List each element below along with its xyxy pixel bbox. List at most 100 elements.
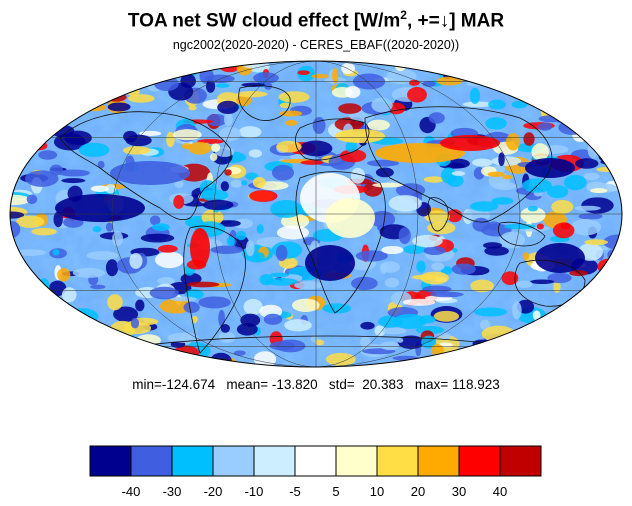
anomaly-patch	[235, 230, 247, 241]
coastlines	[59, 85, 586, 354]
anomaly-patch	[423, 176, 445, 183]
anomaly-patch	[38, 150, 58, 160]
anomaly-patch	[311, 73, 329, 79]
anomaly-patch	[173, 195, 185, 209]
anomaly-patch	[10, 282, 26, 300]
anomaly-patch	[88, 343, 100, 359]
anomaly-patch	[412, 234, 443, 248]
anomaly-patch	[105, 343, 115, 356]
anomaly-patch	[248, 149, 263, 158]
anomaly-patch	[598, 148, 614, 163]
colorbar-box	[417, 445, 460, 477]
anomaly-patch	[601, 135, 616, 147]
anomaly-patch	[72, 267, 105, 278]
stats-line: min=-124.674 mean= -13.820 std= 20.383 m…	[132, 377, 500, 392]
anomaly-patch	[142, 61, 161, 71]
anomaly-patch	[588, 80, 617, 98]
anomaly-patch	[583, 172, 600, 181]
anomaly-patch	[517, 81, 547, 90]
anomaly-patch	[494, 182, 517, 191]
anomaly-patch	[233, 218, 254, 229]
anomaly-patch	[587, 344, 609, 350]
anomaly-patch	[224, 169, 232, 176]
anomaly-patch	[571, 68, 596, 83]
meridian-line	[111, 61, 521, 367]
colorbar-tick-label: 40	[492, 484, 508, 499]
anomaly-patch	[423, 246, 446, 256]
anomaly-patch	[23, 130, 34, 137]
anomaly-patch	[335, 129, 385, 143]
anomaly-patch	[157, 244, 178, 253]
anomaly-patch	[427, 221, 456, 235]
anomaly-patch	[89, 320, 98, 330]
anomaly-patch	[300, 160, 324, 165]
anomaly-patch	[269, 341, 295, 351]
anomaly-patch	[563, 174, 587, 191]
anomaly-patch	[531, 143, 549, 161]
colorbar-tick-label: -20	[203, 484, 223, 499]
anomaly-patch	[523, 132, 535, 146]
anomaly-patch	[26, 335, 57, 345]
anomaly-patch	[166, 131, 175, 148]
anomaly-patch	[53, 338, 78, 356]
anomaly-patch	[292, 298, 320, 312]
anomaly-patch	[451, 171, 466, 176]
anomaly-patch	[537, 122, 553, 131]
anomaly-patch	[36, 99, 62, 111]
anomaly-patch	[440, 266, 453, 275]
anomaly-patch	[202, 199, 234, 211]
anomaly-patch	[210, 245, 244, 254]
anomaly-patch	[532, 310, 541, 321]
anomaly-patch	[223, 112, 233, 127]
colorbar-tick-label: -30	[162, 484, 182, 499]
anomaly-patch	[395, 183, 426, 198]
anomaly-patch	[285, 119, 298, 126]
anomaly-patch	[10, 194, 31, 206]
anomaly-patch	[429, 291, 464, 298]
anomaly-patch	[504, 223, 536, 230]
anomaly-patch	[217, 100, 239, 114]
colorbar-tick-label: 5	[332, 484, 340, 499]
anomaly-patch	[487, 171, 505, 177]
anomaly-patch	[529, 279, 555, 285]
anomaly-patch	[506, 133, 521, 151]
anomaly-patch	[578, 213, 603, 220]
anomaly-patch	[49, 164, 63, 176]
anomaly-patch	[47, 353, 62, 360]
anomaly-patch	[451, 263, 476, 275]
anomaly-patch	[230, 179, 243, 188]
anomaly-patch	[567, 69, 599, 85]
plot-subtitle: ngc2002(2020-2020) - CERES_EBAF((2020-20…	[172, 38, 460, 52]
anomaly-patch	[62, 318, 91, 328]
anomaly-patch	[245, 240, 255, 257]
anomaly-patch	[263, 313, 283, 325]
anomaly-patch	[440, 167, 457, 184]
anomaly-patch	[402, 298, 436, 306]
anomaly-patch	[516, 280, 533, 288]
anomaly-patch	[37, 100, 66, 115]
anomaly-patch	[61, 358, 94, 364]
anomaly-patch	[579, 353, 587, 367]
anomaly-patch	[582, 119, 607, 135]
anomaly-patch	[547, 333, 570, 351]
anomaly-patch	[245, 172, 259, 180]
anomaly-patch	[581, 83, 605, 91]
anomaly-patch	[511, 100, 528, 109]
anomaly-patch	[278, 91, 310, 103]
anomaly-patch	[558, 329, 573, 336]
plot-title: TOA net SW cloud effect [W/m2, +=↓] MAR	[127, 8, 505, 32]
anomaly-patch	[590, 188, 608, 194]
anomaly-patch	[520, 207, 546, 224]
anomaly-patch	[14, 249, 47, 256]
anomaly-patch	[322, 303, 352, 314]
anomaly-patch	[479, 319, 491, 331]
map-field	[10, 61, 622, 367]
anomaly-patch	[25, 170, 59, 187]
anomaly-patch	[179, 62, 187, 71]
anomaly-patch	[314, 339, 325, 346]
anomaly-patch	[484, 351, 517, 361]
colorbar-tick-label: 30	[451, 484, 467, 499]
anomaly-patch	[501, 271, 519, 285]
anomaly-patch	[527, 346, 540, 362]
anomaly-patch	[61, 178, 86, 184]
